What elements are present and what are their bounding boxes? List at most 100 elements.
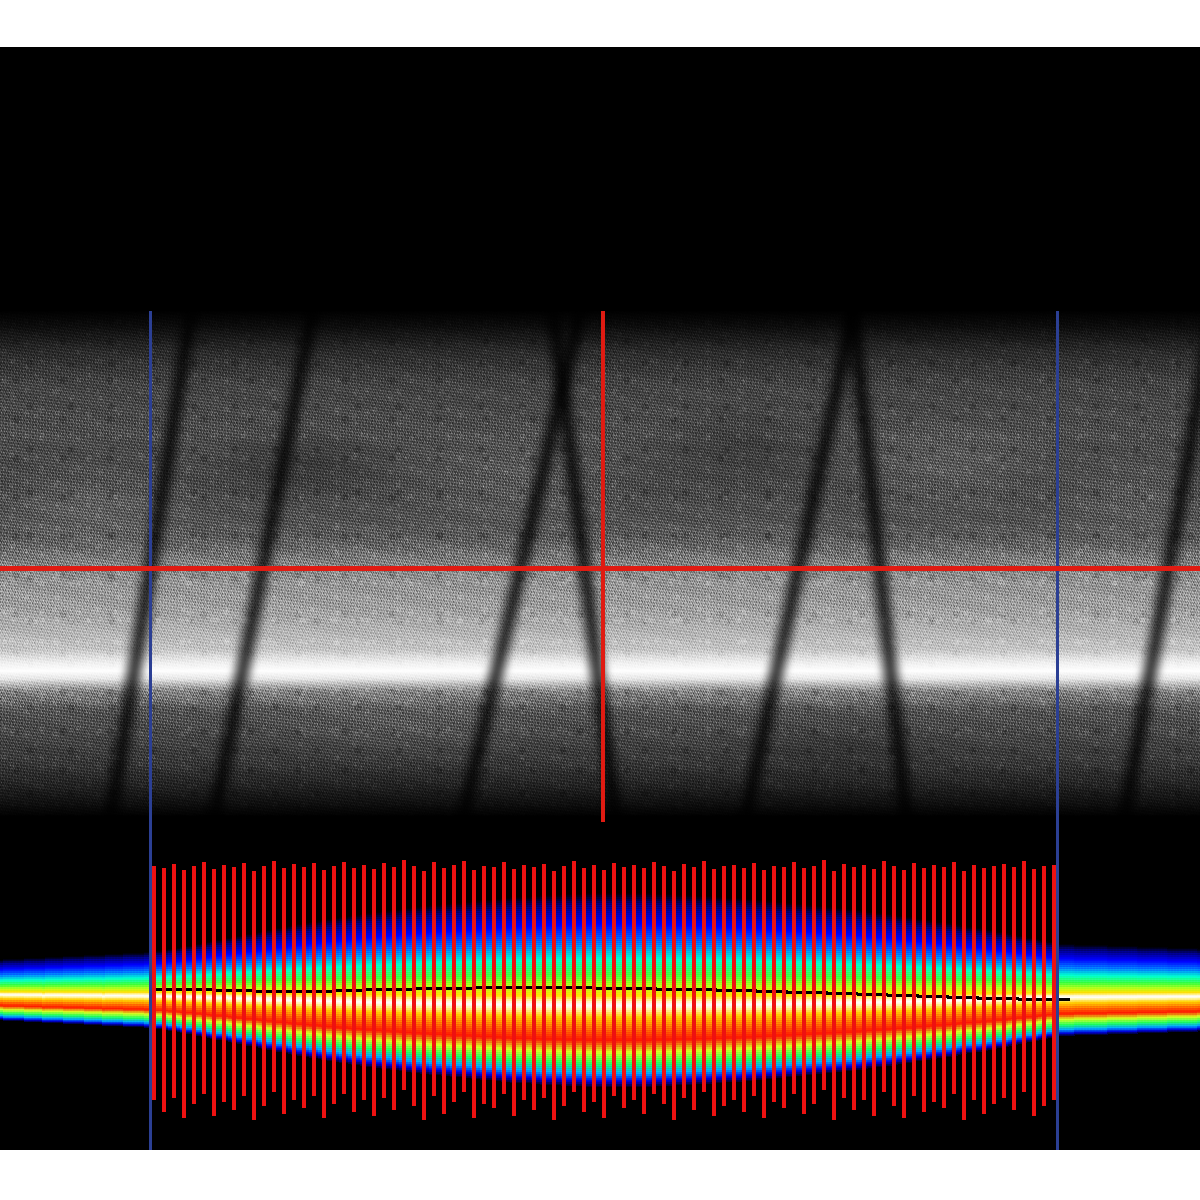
a-scan-tick[interactable] — [782, 867, 786, 1108]
a-scan-tick[interactable] — [202, 862, 206, 1094]
a-scan-tick[interactable] — [642, 868, 646, 1114]
a-scan-tick[interactable] — [422, 871, 426, 1120]
a-scan-tick[interactable] — [212, 869, 216, 1116]
heatmap-column — [918, 919, 922, 1061]
a-scan-tick[interactable] — [1032, 869, 1036, 1116]
a-scan-tick[interactable] — [822, 860, 826, 1090]
a-scan-tick[interactable] — [712, 869, 716, 1116]
b-scan-panel[interactable] — [0, 311, 1200, 816]
a-scan-tick[interactable] — [612, 863, 616, 1096]
a-scan-tick[interactable] — [522, 865, 526, 1100]
a-scan-tick[interactable] — [992, 866, 996, 1104]
a-scan-tick[interactable] — [602, 870, 606, 1118]
a-scan-tick[interactable] — [152, 866, 156, 1100]
a-scan-tick[interactable] — [182, 870, 186, 1118]
a-scan-tick[interactable] — [222, 865, 226, 1102]
a-scan-tick[interactable] — [572, 861, 576, 1092]
a-scan-tick[interactable] — [792, 862, 796, 1094]
a-scan-tick[interactable] — [662, 866, 666, 1104]
a-scan-tick[interactable] — [772, 866, 776, 1102]
a-scan-tick[interactable] — [532, 867, 536, 1110]
a-scan-tick[interactable] — [882, 861, 886, 1092]
a-scan-tick[interactable] — [672, 871, 676, 1120]
a-scan-tick[interactable] — [692, 867, 696, 1110]
a-scan-tick[interactable] — [402, 860, 406, 1090]
a-scan-tick[interactable] — [842, 864, 846, 1098]
a-scan-tick[interactable] — [262, 866, 266, 1106]
a-scan-tick[interactable] — [852, 867, 856, 1110]
a-scan-tick[interactable] — [892, 866, 896, 1106]
a-scan-tick[interactable] — [432, 862, 436, 1096]
a-scan-tick[interactable] — [312, 863, 316, 1096]
a-scan-tick[interactable] — [232, 867, 236, 1110]
a-scan-tick[interactable] — [1042, 866, 1046, 1106]
a-scan-tick[interactable] — [1022, 861, 1026, 1092]
a-scan-tick[interactable] — [832, 871, 836, 1120]
a-scan-tick[interactable] — [342, 862, 346, 1094]
imaging-canvas[interactable] — [0, 47, 1200, 1150]
a-scan-tick[interactable] — [332, 866, 336, 1104]
a-scan-tick[interactable] — [802, 868, 806, 1114]
crosshair-horizontal-line[interactable] — [0, 566, 1200, 571]
a-scan-tick[interactable] — [472, 870, 476, 1118]
a-scan-tick[interactable] — [622, 867, 626, 1108]
a-scan-tick[interactable] — [172, 864, 176, 1098]
a-scan-tick[interactable] — [382, 863, 386, 1098]
a-scan-tick[interactable] — [302, 867, 306, 1108]
a-scan-tick[interactable] — [492, 867, 496, 1108]
a-scan-tick[interactable] — [272, 861, 276, 1092]
a-scan-tick[interactable] — [962, 871, 966, 1120]
a-scan-tick[interactable] — [912, 863, 916, 1096]
a-scan-tick[interactable] — [982, 868, 986, 1114]
a-scan-tick[interactable] — [952, 862, 956, 1094]
a-scan-tick[interactable] — [352, 868, 356, 1112]
left-bound-line[interactable] — [149, 311, 152, 1150]
a-scan-tick[interactable] — [652, 862, 656, 1094]
a-scan-tick[interactable] — [442, 868, 446, 1114]
a-scan-tick[interactable] — [972, 865, 976, 1100]
a-scan-tick[interactable] — [392, 867, 396, 1110]
heatmap-column — [888, 914, 892, 1066]
a-scan-tick[interactable] — [742, 868, 746, 1112]
a-scan-tick[interactable] — [1052, 865, 1056, 1100]
a-scan-tick[interactable] — [732, 865, 736, 1100]
a-scan-tick[interactable] — [462, 861, 466, 1092]
a-scan-tick[interactable] — [862, 865, 866, 1100]
a-scan-tick[interactable] — [512, 869, 516, 1116]
a-scan-tick[interactable] — [812, 866, 816, 1104]
a-scan-tick[interactable] — [702, 861, 706, 1092]
a-scan-tick[interactable] — [322, 870, 326, 1118]
a-scan-tick[interactable] — [362, 865, 366, 1100]
right-bound-line[interactable] — [1056, 311, 1059, 1150]
a-scan-tick[interactable] — [562, 866, 566, 1106]
a-scan-tick[interactable] — [252, 871, 256, 1120]
a-scan-profile-panel[interactable] — [0, 845, 1200, 1150]
a-scan-tick[interactable] — [162, 868, 166, 1112]
a-scan-tick[interactable] — [752, 863, 756, 1096]
a-scan-tick[interactable] — [632, 865, 636, 1100]
a-scan-tick[interactable] — [192, 866, 196, 1104]
a-scan-tick[interactable] — [372, 869, 376, 1116]
a-scan-tick[interactable] — [582, 868, 586, 1112]
a-scan-tick[interactable] — [1012, 867, 1016, 1110]
a-scan-tick[interactable] — [942, 867, 946, 1108]
a-scan-tick[interactable] — [932, 865, 936, 1102]
a-scan-tick[interactable] — [242, 863, 246, 1096]
a-scan-tick[interactable] — [292, 864, 296, 1100]
a-scan-tick[interactable] — [722, 866, 726, 1106]
a-scan-tick[interactable] — [902, 870, 906, 1118]
a-scan-tick[interactable] — [1002, 864, 1006, 1098]
a-scan-tick[interactable] — [502, 862, 506, 1094]
a-scan-tick[interactable] — [452, 865, 456, 1102]
a-scan-tick[interactable] — [872, 869, 876, 1116]
a-scan-tick[interactable] — [542, 864, 546, 1098]
a-scan-tick[interactable] — [482, 866, 486, 1104]
a-scan-tick[interactable] — [762, 870, 766, 1118]
a-scan-tick[interactable] — [552, 871, 556, 1120]
a-scan-tick[interactable] — [282, 868, 286, 1114]
a-scan-tick[interactable] — [592, 865, 596, 1102]
a-scan-tick[interactable] — [412, 866, 416, 1106]
a-scan-tick[interactable] — [682, 864, 686, 1098]
a-scan-tick[interactable] — [922, 868, 926, 1112]
